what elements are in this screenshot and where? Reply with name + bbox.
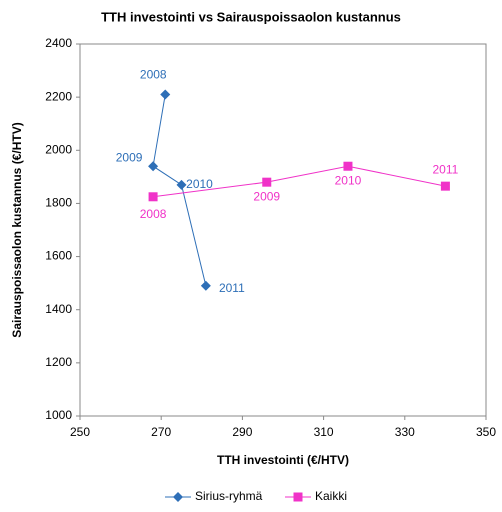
marker [440,181,450,191]
marker [160,89,171,100]
series-line [153,165,446,198]
y-axis-label: Sairauspoissaolon kustannus (€/HTV) [10,122,24,337]
x-tick-label: 250 [70,425,90,439]
y-tick-label: 2400 [45,36,72,50]
marker [148,192,158,202]
y-tick-label: 1000 [45,408,72,422]
marker [200,280,211,291]
y-tick-label: 2000 [45,142,72,156]
legend-label: Kaikki [315,489,347,503]
x-tick-label: 310 [314,425,334,439]
point-label: 2009 [253,189,280,203]
y-tick-label: 2200 [45,89,72,103]
point-label: 2008 [140,68,167,82]
y-tick-label: 1400 [45,302,72,316]
x-tick-label: 330 [395,425,415,439]
marker [148,161,159,172]
point-label: 2010 [335,173,362,187]
x-tick-label: 290 [232,425,252,439]
plot-area [79,43,487,417]
y-tick-label: 1600 [45,249,72,263]
x-tick-label: 270 [151,425,171,439]
marker [173,492,183,502]
point-label: 2009 [116,150,143,164]
marker [293,492,303,502]
marker [343,161,353,171]
x-tick-label: 350 [476,425,496,439]
point-label: 2008 [140,207,167,221]
y-tick-label: 1800 [45,196,72,210]
series-line [152,94,207,286]
point-label: 2011 [432,162,458,176]
marker [176,179,187,190]
x-axis-label: TTH investointi (€/HTV) [217,453,349,467]
point-label: 2010 [186,177,213,191]
y-tick-label: 1200 [45,355,72,369]
point-label: 2011 [219,281,245,295]
legend-label: Sirius-ryhmä [195,489,263,503]
marker [262,177,272,187]
chart-title: TTH investointi vs Sairauspoissaolon kus… [101,9,401,24]
